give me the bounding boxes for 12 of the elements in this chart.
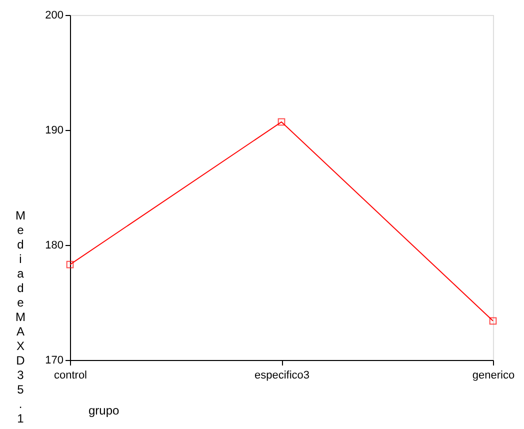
x-axis-title: grupo bbox=[88, 404, 120, 418]
x-tick-label: control bbox=[54, 370, 88, 382]
point bbox=[66, 260, 74, 268]
text: Media de MAXD35.1 bbox=[16, 208, 26, 426]
point bbox=[489, 317, 497, 325]
x-tick-label: generico bbox=[472, 370, 515, 382]
y-tick-label: 170 bbox=[45, 354, 64, 366]
y-tick-label: 190 bbox=[45, 124, 64, 136]
point bbox=[278, 118, 286, 126]
y-tick-label: 200 bbox=[45, 10, 64, 22]
x-tick-label: especifico3 bbox=[254, 370, 310, 382]
y-tick-label: 180 bbox=[45, 240, 64, 252]
